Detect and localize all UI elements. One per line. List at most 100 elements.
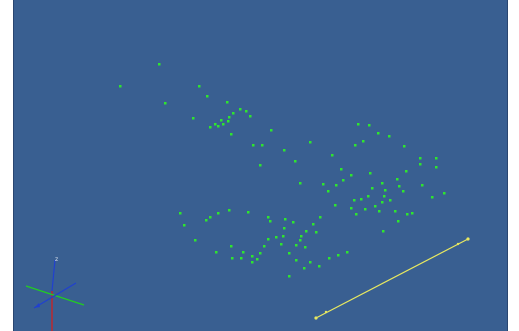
point-cloud-point xyxy=(158,63,161,66)
point-cloud-point xyxy=(230,245,233,248)
point-cloud-point xyxy=(209,216,212,219)
point-cloud-point xyxy=(192,117,195,120)
point-cloud-point xyxy=(239,108,242,111)
measurement-line[interactable] xyxy=(314,237,470,320)
point-cloud-point xyxy=(381,182,384,185)
point-cloud-point xyxy=(331,154,334,157)
point-cloud-point xyxy=(269,220,272,223)
point-cloud-point xyxy=(419,157,422,160)
point-cloud-point xyxy=(305,230,308,233)
axis-z-label: z xyxy=(55,256,58,263)
3d-viewport[interactable]: z xyxy=(13,0,508,331)
point-cloud-point xyxy=(435,157,438,160)
point-cloud-point xyxy=(282,235,285,238)
measurement-endpoint-start[interactable] xyxy=(314,316,318,320)
measurement-tick xyxy=(456,242,460,246)
point-cloud-point xyxy=(374,205,377,208)
point-cloud-point xyxy=(421,184,424,187)
point-cloud-point xyxy=(435,166,438,169)
point-cloud-point xyxy=(283,227,286,230)
axis-triad: z xyxy=(25,256,85,331)
point-cloud-point xyxy=(309,261,312,264)
point-cloud-point xyxy=(280,243,283,246)
point-cloud-point xyxy=(261,144,264,147)
point-cloud-point xyxy=(405,170,408,173)
point-cloud-point xyxy=(198,85,201,88)
point-cloud-point xyxy=(288,252,291,255)
point-cloud-point xyxy=(394,210,397,213)
point-cloud-point xyxy=(217,212,220,215)
point-cloud-point xyxy=(228,116,231,119)
point-cloud-point xyxy=(371,187,374,190)
point-cloud-point xyxy=(284,218,287,221)
point-cloud-point xyxy=(242,251,245,254)
point-cloud-point xyxy=(295,244,298,247)
point-cloud-point xyxy=(251,255,254,258)
point-cloud-point xyxy=(335,184,338,187)
point-cloud-point xyxy=(411,212,414,215)
point-cloud-point xyxy=(318,265,321,268)
point-cloud-point xyxy=(315,231,318,234)
point-cloud-point xyxy=(222,123,225,126)
point-cloud-point xyxy=(388,135,391,138)
point-cloud-point xyxy=(406,213,409,216)
point-cloud-point xyxy=(249,115,252,118)
point-cloud-point xyxy=(319,216,322,219)
point-cloud-point xyxy=(403,145,406,148)
point-cloud-point xyxy=(294,160,297,163)
point-cloud-point xyxy=(419,163,422,166)
point-cloud-point xyxy=(226,101,229,104)
point-cloud-point xyxy=(259,164,262,167)
point-cloud-point xyxy=(303,267,306,270)
point-cloud-point xyxy=(364,208,367,211)
point-cloud-point xyxy=(245,110,248,113)
point-cloud-point xyxy=(360,198,363,201)
point-cloud-point xyxy=(431,196,434,199)
point-cloud-point xyxy=(164,102,167,105)
point-cloud-point xyxy=(183,224,186,227)
point-cloud-point xyxy=(209,126,212,129)
point-cloud-point xyxy=(327,190,330,193)
point-cloud-point xyxy=(369,172,372,175)
point-cloud-point xyxy=(381,201,384,204)
point-cloud-point xyxy=(378,210,381,213)
point-cloud-point xyxy=(194,239,197,242)
point-cloud-point xyxy=(389,199,392,202)
point-cloud-point xyxy=(227,120,230,123)
point-cloud-scene[interactable]: z xyxy=(14,0,508,331)
point-cloud-point xyxy=(275,236,278,239)
point-cloud-point xyxy=(312,223,315,226)
point-cloud-point xyxy=(220,119,223,122)
point-cloud-point xyxy=(350,174,353,177)
point-cloud-point xyxy=(267,238,270,241)
point-cloud xyxy=(119,63,446,278)
point-cloud-point xyxy=(299,239,302,242)
point-cloud-point xyxy=(322,183,325,186)
measurement-tick xyxy=(324,310,328,314)
point-cloud-point xyxy=(292,221,295,224)
point-cloud-point xyxy=(251,261,254,264)
point-cloud-point xyxy=(256,258,259,261)
point-cloud-point xyxy=(353,199,356,202)
point-cloud-point xyxy=(340,168,343,171)
point-cloud-point xyxy=(354,144,357,147)
measurement-line-segment[interactable] xyxy=(315,238,469,319)
point-cloud-point xyxy=(334,204,337,207)
point-cloud-point xyxy=(295,259,298,262)
point-cloud-point xyxy=(240,257,243,260)
point-cloud-point xyxy=(377,132,380,135)
point-cloud-point xyxy=(259,252,262,255)
window-frame-left xyxy=(0,0,13,331)
point-cloud-point xyxy=(300,235,303,238)
measurement-endpoint-end[interactable] xyxy=(466,237,470,241)
point-cloud-point xyxy=(247,211,250,214)
point-cloud-point xyxy=(382,230,385,233)
point-cloud-point xyxy=(263,245,266,248)
point-cloud-point xyxy=(383,195,386,198)
axis-depth-line xyxy=(33,282,77,309)
point-cloud-point xyxy=(402,190,405,193)
point-cloud-point xyxy=(309,141,312,144)
point-cloud-point xyxy=(267,216,270,219)
point-cloud-point xyxy=(288,275,291,278)
